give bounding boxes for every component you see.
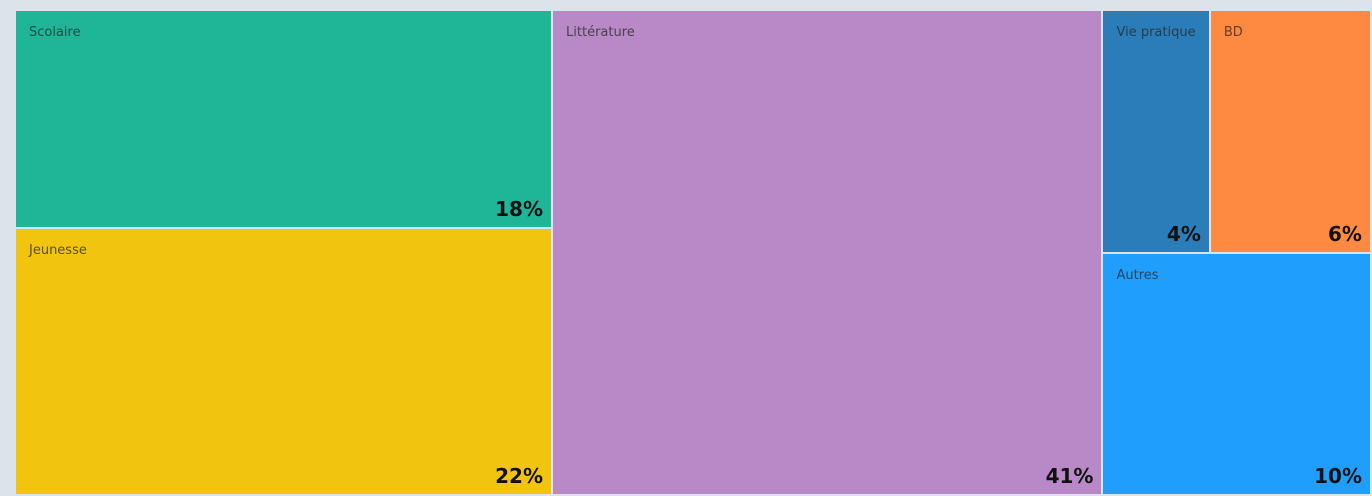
cell-label: Autres <box>1116 267 1159 283</box>
cell-value-label: 18% <box>495 197 544 222</box>
treemap-cell: Scolaire 18% <box>16 11 552 228</box>
cell-label: BD <box>1223 25 1243 40</box>
treemap: Scolaire 18% Jeunesse 22% Littérature 41% Vie … <box>16 11 1372 496</box>
treemap-cell: Autres 10% <box>1103 253 1370 494</box>
cell-value-label: 6% <box>1328 221 1362 246</box>
cell-label: Littérature <box>566 25 635 40</box>
cell-label: Jeunesse <box>29 243 87 259</box>
cell-value-label: 41% <box>1045 464 1094 488</box>
treemap-cell: Vie pratique 4% <box>1103 11 1209 252</box>
treemap-cell: BD 6% <box>1210 11 1370 252</box>
treemap-cell: Littérature 41% <box>553 11 1102 494</box>
cell-value-label: 10% <box>1314 464 1362 488</box>
cell-label: Scolaire <box>29 25 81 40</box>
treemap-cell: Jeunesse 22% <box>16 229 552 494</box>
cell-value-label: 22% <box>495 464 544 488</box>
cell-value-label: 4% <box>1166 221 1201 246</box>
cell-label: Vie pratique <box>1116 25 1196 40</box>
